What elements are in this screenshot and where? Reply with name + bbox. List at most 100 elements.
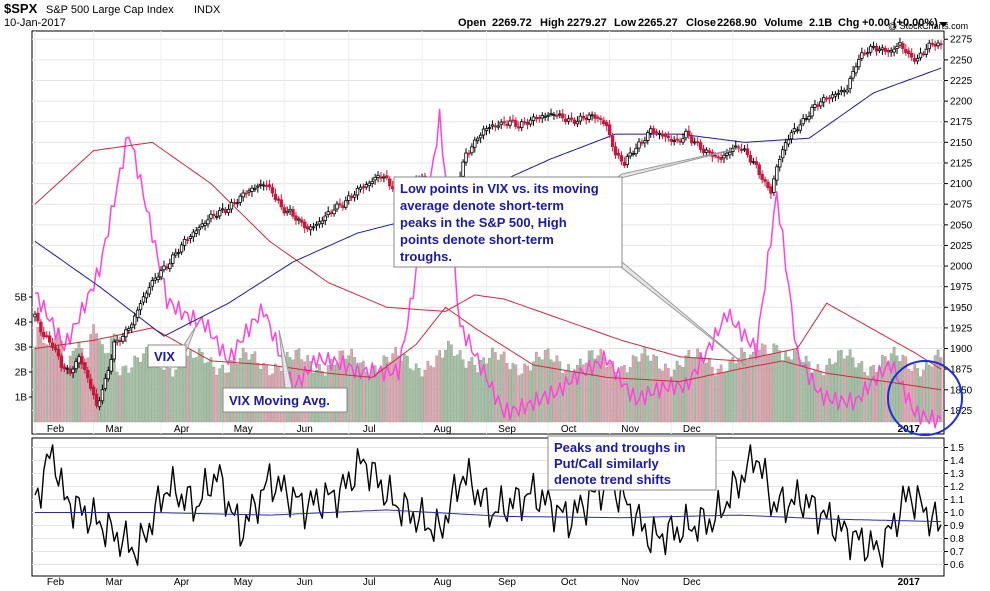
volume-bar — [394, 346, 397, 423]
candle-body — [385, 175, 389, 179]
candle-body — [388, 178, 392, 187]
candle-body — [792, 128, 797, 133]
header-menu-arrow-icon[interactable] — [939, 22, 948, 27]
volume-bar — [441, 357, 444, 423]
volume-bar — [869, 366, 872, 423]
candle-body — [168, 263, 172, 270]
candle-body — [150, 280, 154, 287]
candle-body — [663, 134, 668, 137]
volume-bar — [696, 348, 699, 423]
putcall-note-callout: Peaks and troughs in Put/Call similarly … — [547, 435, 717, 491]
candle-body — [33, 313, 37, 318]
candle-body — [514, 120, 518, 127]
price-tick-label: 2200 — [950, 97, 973, 108]
candle-body — [757, 164, 761, 176]
candle-body — [640, 141, 644, 144]
candle-body — [182, 238, 187, 246]
candle-body — [478, 134, 483, 139]
month-label: Oct — [561, 424, 577, 435]
chg-value: +0.00 (+0.00%) — [862, 17, 938, 29]
volume-bar — [620, 366, 623, 423]
volume-bar — [725, 372, 729, 423]
month-label: 2017 — [898, 577, 921, 588]
candle-body — [895, 45, 899, 49]
candle-body — [235, 202, 240, 205]
putcall-tick-label: 1.3 — [950, 469, 964, 480]
candle-body — [288, 208, 292, 212]
volume-bar — [130, 367, 134, 423]
volume-bar — [895, 355, 899, 423]
candle-body — [130, 324, 134, 329]
volume-bar — [543, 350, 547, 423]
candle-body — [253, 187, 257, 190]
candle-body — [860, 52, 864, 59]
candle-body — [159, 270, 163, 278]
candle-body — [226, 209, 231, 214]
open-value: 2269.72 — [492, 17, 532, 29]
volume-bar — [112, 333, 116, 423]
candle-body — [801, 118, 805, 125]
candle-body — [352, 194, 357, 198]
candle-body — [97, 400, 102, 408]
volume-bar — [455, 354, 459, 423]
candle-body — [566, 118, 571, 122]
candle-body — [174, 252, 178, 256]
candle-body — [587, 114, 591, 120]
volume-bar — [57, 327, 60, 423]
volume-bar — [338, 350, 342, 423]
volume-bar — [526, 365, 529, 423]
candle-body — [528, 119, 533, 125]
price-tick-label: 2100 — [950, 179, 973, 190]
volume-bar — [171, 376, 175, 423]
candle-body — [464, 152, 468, 163]
volume-bar — [567, 364, 570, 423]
candle-body — [100, 389, 105, 402]
candle-body — [748, 155, 753, 163]
volume-bar — [191, 357, 195, 423]
volume-bar — [505, 363, 509, 423]
candle-body — [522, 121, 527, 124]
candle-body — [605, 122, 609, 127]
candle-body — [467, 152, 471, 155]
price-tick-label: 1875 — [950, 365, 973, 376]
candle-body — [94, 393, 99, 406]
month-label: Nov — [621, 577, 639, 588]
price-x-axis: Feb Mar Apr May Jun Jul Aug Sep Oct Nov Dec 2017 — [47, 424, 920, 435]
candle-body — [338, 203, 342, 206]
candle-body — [892, 48, 896, 53]
volume-bar — [523, 363, 526, 423]
candle-body — [687, 130, 691, 137]
candle-body — [355, 187, 360, 196]
candle-body — [320, 220, 325, 224]
candle-body — [921, 53, 926, 56]
volume-bar — [162, 370, 166, 423]
volume-bar — [608, 362, 612, 423]
putcall-tick-label: 0.8 — [950, 534, 964, 545]
candle-body — [622, 161, 627, 166]
price-tick-label: 1825 — [950, 406, 973, 417]
volume-bar — [573, 375, 576, 423]
candle-body — [886, 49, 890, 53]
candle-body — [141, 296, 146, 303]
candle-body — [907, 50, 911, 54]
candle-body — [596, 116, 600, 119]
candle-body — [807, 116, 811, 120]
volume-bar — [127, 372, 131, 423]
price-panel-frame — [31, 30, 945, 435]
volume-bar — [388, 361, 392, 423]
price-tick-label: 2075 — [950, 200, 973, 211]
candle-body — [575, 121, 580, 125]
volume-bar — [743, 352, 746, 423]
candle-body — [47, 335, 52, 343]
volume-value: 2.1B — [809, 17, 832, 29]
candle-body — [798, 124, 802, 131]
volume-bar — [74, 348, 78, 423]
candle-body — [819, 101, 823, 107]
putcall-x-axis: Feb Mar Apr May Jun Jul Aug Sep Oct Nov Dec 2017 — [47, 577, 920, 588]
volume-bar — [429, 365, 433, 423]
volume-bar — [795, 348, 799, 423]
putcall-tick-label: 0.6 — [950, 560, 964, 571]
candle-body — [543, 115, 547, 118]
putcall-note-line-1: Peaks and troughs in — [554, 440, 686, 455]
volume-bar — [713, 375, 717, 423]
